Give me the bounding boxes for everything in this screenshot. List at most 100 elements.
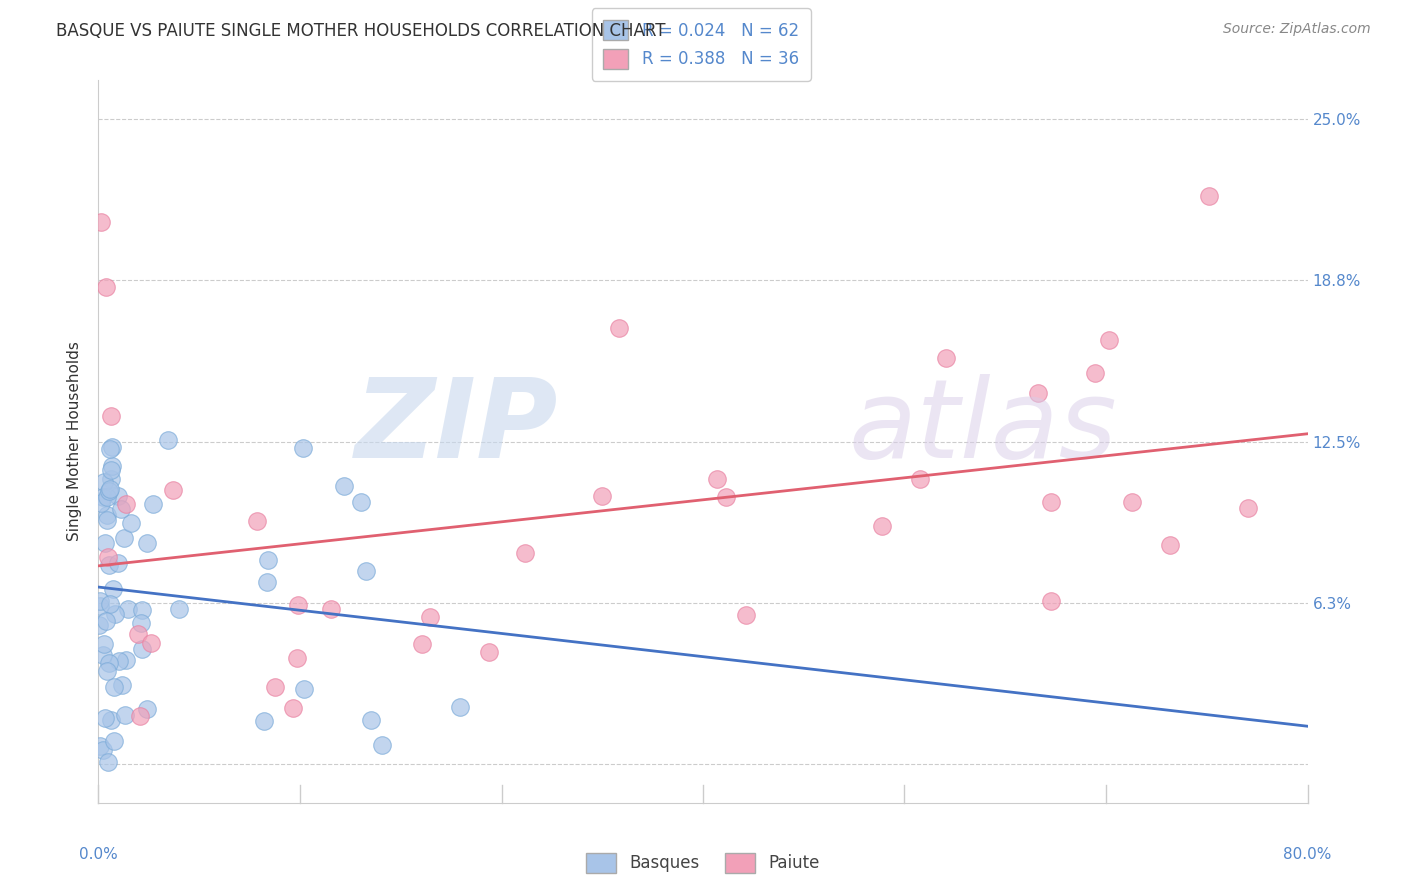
Point	[97, 558, 120, 573]
Point	[110, 502, 132, 516]
Point	[935, 351, 957, 366]
Point	[104, 607, 127, 621]
Point	[908, 472, 931, 486]
Point	[332, 479, 354, 493]
Y-axis label: Single Mother Households: Single Mother Households	[67, 342, 83, 541]
Point	[89, 739, 111, 754]
Point	[117, 601, 139, 615]
Legend: R = 0.024   N = 62, R = 0.388   N = 36: R = 0.024 N = 62, R = 0.388 N = 36	[592, 8, 811, 80]
Point	[96, 508, 118, 523]
Point	[253, 714, 276, 728]
Point	[449, 700, 471, 714]
Point	[98, 657, 121, 671]
Point	[360, 713, 382, 727]
Point	[1237, 501, 1260, 516]
Point	[94, 536, 117, 550]
Text: 0.0%: 0.0%	[79, 847, 118, 862]
Point	[162, 483, 184, 498]
Point	[98, 598, 121, 612]
Point	[591, 489, 613, 503]
Text: ZIP: ZIP	[354, 374, 558, 481]
Point	[141, 636, 163, 650]
Point	[706, 472, 728, 486]
Text: BASQUE VS PAIUTE SINGLE MOTHER HOUSEHOLDS CORRELATION CHART: BASQUE VS PAIUTE SINGLE MOTHER HOUSEHOLD…	[56, 22, 665, 40]
Point	[263, 680, 285, 694]
Point	[281, 700, 304, 714]
Point	[285, 650, 308, 665]
Point	[103, 680, 125, 694]
Point	[97, 550, 120, 565]
Point	[96, 490, 118, 504]
Point	[93, 637, 115, 651]
Point	[103, 734, 125, 748]
Point	[98, 442, 121, 456]
Point	[101, 440, 124, 454]
Point	[91, 743, 114, 757]
Point	[1026, 385, 1049, 400]
Point	[96, 665, 118, 679]
Point	[120, 516, 142, 531]
Point	[607, 320, 630, 334]
Text: 80.0%: 80.0%	[1284, 847, 1331, 862]
Legend: Basques, Paiute: Basques, Paiute	[579, 847, 827, 880]
Point	[1039, 594, 1062, 608]
Point	[716, 491, 738, 505]
Point	[136, 701, 159, 715]
Point	[91, 490, 114, 504]
Point	[1098, 333, 1121, 347]
Point	[129, 708, 152, 723]
Point	[115, 653, 138, 667]
Point	[1039, 494, 1062, 508]
Point	[287, 599, 309, 613]
Point	[371, 739, 394, 753]
Point	[96, 614, 118, 628]
Point	[100, 473, 122, 487]
Point	[257, 553, 280, 567]
Point	[107, 556, 129, 570]
Point	[246, 514, 269, 528]
Point	[354, 564, 377, 578]
Point	[100, 713, 122, 727]
Point	[90, 496, 112, 510]
Point	[478, 645, 501, 659]
Point	[101, 582, 124, 596]
Point	[91, 648, 114, 663]
Point	[108, 654, 131, 668]
Point	[107, 489, 129, 503]
Point	[131, 616, 153, 631]
Point	[411, 637, 433, 651]
Point	[93, 475, 115, 489]
Point	[98, 482, 121, 496]
Point	[100, 409, 122, 423]
Point	[872, 518, 894, 533]
Point	[292, 681, 315, 696]
Point	[93, 711, 115, 725]
Point	[142, 497, 165, 511]
Point	[89, 594, 111, 608]
Point	[112, 531, 135, 545]
Point	[350, 494, 373, 508]
Point	[156, 434, 179, 448]
Point	[96, 513, 118, 527]
Point	[735, 607, 758, 622]
Point	[131, 641, 153, 656]
Point	[136, 536, 159, 550]
Point	[292, 441, 315, 455]
Point	[419, 610, 441, 624]
Text: Source: ZipAtlas.com: Source: ZipAtlas.com	[1223, 22, 1371, 37]
Point	[111, 678, 134, 692]
Text: atlas: atlas	[848, 374, 1116, 481]
Point	[101, 459, 124, 474]
Point	[1121, 495, 1143, 509]
Point	[114, 497, 136, 511]
Point	[256, 575, 278, 590]
Point	[98, 484, 121, 499]
Point	[114, 707, 136, 722]
Point	[94, 279, 117, 293]
Point	[90, 215, 112, 229]
Point	[1084, 366, 1107, 380]
Point	[97, 755, 120, 769]
Point	[1159, 538, 1181, 552]
Point	[321, 602, 343, 616]
Point	[87, 618, 110, 632]
